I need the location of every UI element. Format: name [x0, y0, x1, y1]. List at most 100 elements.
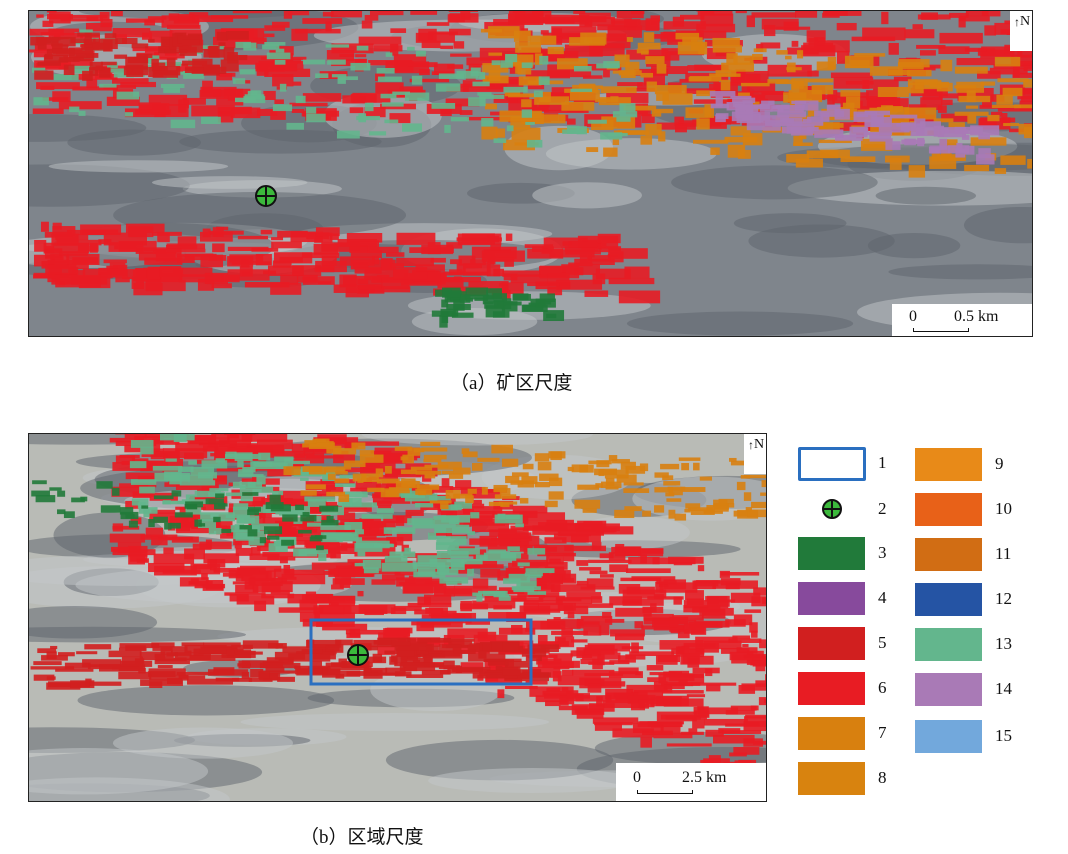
class-patch	[535, 298, 556, 308]
class-patch	[691, 37, 703, 47]
class-patch	[459, 110, 473, 115]
class-patch	[928, 146, 941, 154]
class-patch	[591, 596, 603, 603]
class-patch	[660, 463, 680, 470]
class-patch	[665, 492, 675, 497]
class-patch	[354, 529, 364, 535]
class-patch	[600, 132, 623, 140]
class-patch	[148, 668, 186, 676]
class-patch	[656, 580, 677, 585]
class-patch	[537, 552, 576, 557]
class-patch	[404, 493, 438, 502]
class-patch	[608, 277, 655, 285]
class-patch	[563, 605, 589, 615]
scale-bar: 0 2.5 km	[616, 763, 766, 801]
class-patch	[414, 609, 430, 615]
class-patch	[777, 111, 806, 118]
class-patch	[441, 515, 471, 523]
class-patch	[538, 76, 550, 86]
class-patch	[120, 511, 139, 520]
class-patch	[630, 115, 642, 128]
class-patch	[893, 76, 912, 82]
class-patch	[128, 554, 145, 565]
class-patch	[82, 268, 128, 278]
class-patch	[697, 11, 733, 16]
class-patch	[375, 82, 404, 94]
class-patch	[955, 148, 966, 158]
class-patch	[384, 557, 402, 568]
class-patch	[570, 639, 588, 643]
class-patch	[162, 500, 192, 505]
class-patch	[610, 18, 632, 24]
class-patch	[625, 61, 640, 71]
class-patch	[525, 568, 555, 574]
class-patch	[472, 499, 482, 505]
class-patch	[655, 581, 664, 593]
legend-swatch	[798, 627, 865, 660]
class-patch	[369, 286, 411, 293]
class-patch	[656, 91, 669, 101]
class-patch	[468, 281, 509, 294]
class-patch	[371, 579, 396, 585]
class-patch	[593, 85, 603, 89]
class-patch	[148, 94, 188, 106]
class-patch	[446, 242, 463, 249]
class-patch	[751, 660, 766, 666]
class-patch	[124, 112, 134, 117]
class-patch	[314, 515, 322, 522]
class-patch	[493, 487, 507, 493]
class-patch	[212, 243, 225, 253]
class-patch	[184, 253, 217, 261]
class-patch	[447, 14, 465, 23]
class-patch	[615, 607, 652, 617]
class-patch	[278, 528, 318, 537]
class-patch	[69, 106, 80, 113]
class-patch	[306, 639, 342, 648]
class-patch	[460, 11, 471, 20]
class-patch	[243, 96, 266, 104]
class-patch	[346, 232, 383, 243]
class-patch	[270, 109, 286, 120]
class-patch	[655, 655, 678, 665]
class-patch	[185, 494, 195, 501]
class-patch	[538, 546, 557, 552]
class-patch	[318, 552, 327, 562]
class-patch	[182, 97, 206, 105]
class-patch	[353, 261, 369, 269]
class-patch	[263, 90, 276, 100]
class-patch	[374, 447, 421, 459]
class-patch	[160, 647, 173, 655]
class-patch	[369, 526, 380, 535]
class-patch	[52, 226, 76, 237]
class-patch	[706, 684, 721, 692]
class-patch	[491, 642, 503, 651]
class-patch	[586, 578, 614, 588]
class-patch	[692, 119, 731, 125]
class-patch	[52, 91, 71, 102]
class-patch	[441, 504, 458, 511]
class-patch	[301, 252, 340, 259]
class-patch	[954, 85, 977, 89]
class-patch	[227, 54, 248, 61]
class-patch	[553, 617, 561, 621]
class-patch	[650, 603, 657, 613]
class-patch	[203, 64, 220, 76]
class-patch	[305, 455, 344, 459]
class-patch	[534, 453, 550, 462]
class-patch	[592, 273, 606, 285]
class-patch	[229, 594, 249, 602]
class-patch	[270, 282, 302, 295]
class-patch	[51, 233, 79, 246]
legend-label: 12	[995, 589, 1012, 608]
class-patch	[391, 655, 408, 663]
class-patch	[634, 621, 644, 629]
class-patch	[152, 70, 179, 78]
class-patch	[139, 486, 155, 494]
class-patch	[298, 529, 312, 534]
class-patch	[622, 598, 664, 606]
class-patch	[491, 60, 501, 66]
class-patch	[461, 448, 470, 454]
class-patch	[450, 53, 472, 57]
class-patch	[434, 524, 470, 534]
legend-label: 7	[878, 723, 887, 742]
